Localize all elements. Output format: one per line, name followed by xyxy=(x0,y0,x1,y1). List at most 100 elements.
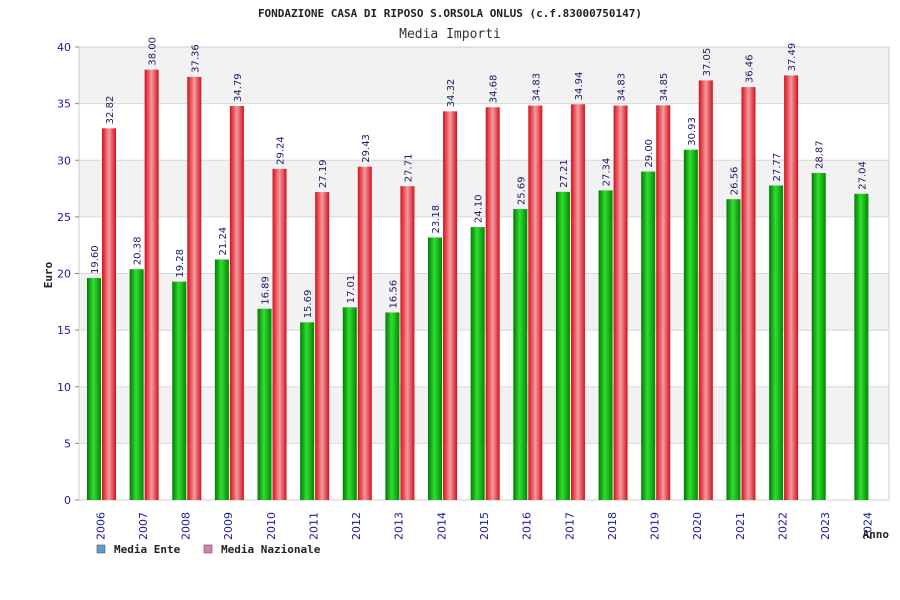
data-label: 15.69 xyxy=(303,290,314,319)
bar-media-ente xyxy=(513,209,528,501)
data-label: 29.24 xyxy=(276,136,287,165)
y-tick-label: 20 xyxy=(57,268,71,281)
bar-media-nazionale xyxy=(272,168,287,500)
data-label: 37.36 xyxy=(190,44,201,73)
data-label: 28.87 xyxy=(815,140,826,169)
bar-media-nazionale xyxy=(784,75,799,500)
data-label: 27.77 xyxy=(772,153,783,182)
y-tick-label: 10 xyxy=(57,381,71,394)
data-label: 34.79 xyxy=(233,73,244,102)
y-tick-label: 25 xyxy=(57,211,71,224)
bar-media-ente xyxy=(172,281,187,500)
data-label: 30.93 xyxy=(687,117,698,146)
bar-media-ente xyxy=(257,308,272,500)
chart-title: FONDAZIONE CASA DI RIPOSO S.ORSOLA ONLUS… xyxy=(258,7,642,20)
y-axis: 0 5 10 15 20 25 30 35 40 xyxy=(57,41,79,507)
bar-media-nazionale xyxy=(229,106,244,501)
bar-media-nazionale xyxy=(528,105,543,501)
legend-label-media-nazionale: Media Nazionale xyxy=(221,543,321,556)
data-label: 26.56 xyxy=(729,167,740,196)
data-label: 34.85 xyxy=(659,73,670,102)
chart-subtitle: Media Importi xyxy=(399,27,501,42)
bar-media-ente xyxy=(342,307,357,500)
y-tick-label: 15 xyxy=(57,324,71,337)
y-tick-label: 5 xyxy=(64,437,71,450)
x-tick-label: 2009 xyxy=(222,512,235,540)
data-label: 17.01 xyxy=(346,275,357,304)
value-labels: 19.60 32.82 20.38 38.00 19.28 37.36 21.24 34.79… xyxy=(90,37,868,318)
y-tick-label: 35 xyxy=(57,98,71,111)
bar-media-ente xyxy=(854,193,869,500)
x-tick-label: 2023 xyxy=(819,512,832,540)
y-tick-label: 40 xyxy=(57,41,71,54)
x-tick-label: 2018 xyxy=(606,512,619,540)
x-tick-label: 2011 xyxy=(307,512,320,540)
data-label: 21.24 xyxy=(218,227,229,256)
data-label: 29.00 xyxy=(644,139,655,168)
bar-media-nazionale xyxy=(357,166,372,500)
data-label: 37.05 xyxy=(702,48,713,77)
legend-swatch-media-ente xyxy=(96,544,106,554)
data-label: 27.19 xyxy=(318,159,329,188)
bar-media-nazionale xyxy=(613,105,628,501)
y-tick-label: 30 xyxy=(57,154,71,167)
data-label: 16.56 xyxy=(388,280,399,309)
bar-media-ente xyxy=(683,149,698,500)
data-label: 34.83 xyxy=(531,73,542,102)
data-label: 27.71 xyxy=(403,154,414,183)
x-tick-label: 2021 xyxy=(734,512,747,540)
x-tick-label: 2015 xyxy=(478,512,491,540)
bar-media-ente xyxy=(726,199,741,500)
data-label: 29.43 xyxy=(361,134,372,163)
bar-media-ente xyxy=(428,237,443,500)
data-label: 27.21 xyxy=(559,159,570,188)
data-label: 32.82 xyxy=(105,96,116,125)
bars xyxy=(87,69,869,501)
x-tick-label: 2020 xyxy=(691,512,704,540)
x-tick-label: 2010 xyxy=(265,512,278,540)
bar-media-nazionale xyxy=(315,192,330,501)
bar-media-ente xyxy=(769,185,784,500)
x-tick-label: 2006 xyxy=(94,512,107,540)
x-tick-label: 2022 xyxy=(776,512,789,540)
x-tick-label: 2008 xyxy=(180,512,193,540)
data-label: 34.32 xyxy=(446,79,457,108)
data-label: 34.68 xyxy=(489,75,500,104)
data-label: 19.28 xyxy=(175,249,186,278)
bar-media-nazionale xyxy=(443,111,458,501)
bar-media-nazionale xyxy=(102,128,116,500)
x-tick-label: 2007 xyxy=(137,512,150,540)
data-label: 27.34 xyxy=(602,158,613,187)
bar-media-ente xyxy=(87,278,101,500)
x-tick-label: 2013 xyxy=(393,512,406,540)
bar-media-ente xyxy=(470,227,485,500)
data-label: 25.69 xyxy=(516,176,527,205)
bar-media-nazionale xyxy=(485,107,500,501)
bar-media-nazionale xyxy=(656,105,671,500)
x-tick-label: 2017 xyxy=(563,512,576,540)
bar-media-nazionale xyxy=(741,87,756,500)
bar-media-ente xyxy=(598,190,613,500)
bar-media-ente xyxy=(300,322,315,500)
bar-media-nazionale xyxy=(187,76,202,500)
data-label: 38.00 xyxy=(148,37,159,66)
bar-media-nazionale xyxy=(144,69,159,501)
bar-media-nazionale xyxy=(400,186,415,500)
x-tick-label: 2016 xyxy=(521,512,534,540)
data-label: 37.49 xyxy=(787,43,798,72)
bar-media-ente xyxy=(641,171,656,500)
data-label: 24.10 xyxy=(474,194,485,223)
x-axis: 2006 2007 2008 2009 2010 2011 2012 2013 2014 2015… xyxy=(94,512,874,540)
data-label: 19.60 xyxy=(90,245,101,274)
bar-media-ente xyxy=(811,173,826,501)
data-label: 27.04 xyxy=(857,161,868,190)
data-label: 16.89 xyxy=(261,276,272,305)
y-tick-label: 0 xyxy=(64,494,71,507)
x-axis-label: Anno xyxy=(863,528,890,541)
legend: Media Ente Media Nazionale xyxy=(96,543,321,556)
data-label: 34.94 xyxy=(574,72,585,101)
data-label: 36.46 xyxy=(744,54,755,83)
legend-swatch-media-nazionale xyxy=(203,544,213,554)
data-label: 23.18 xyxy=(431,205,442,234)
